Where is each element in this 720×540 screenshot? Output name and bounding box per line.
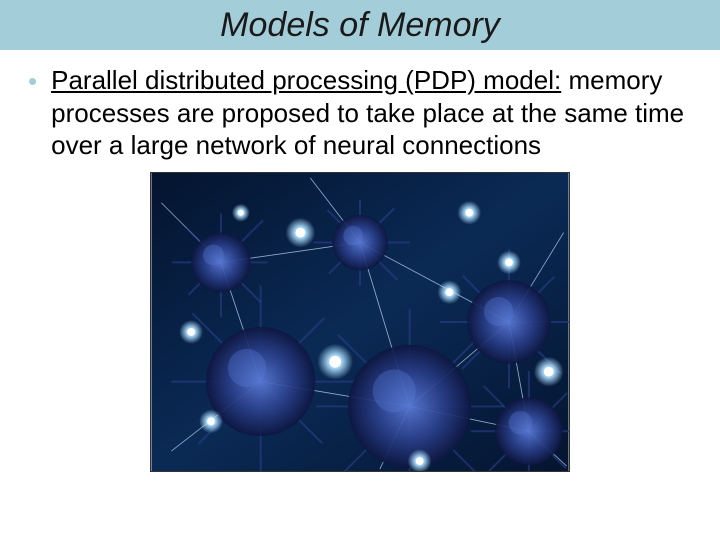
neural-network-figure bbox=[150, 172, 570, 472]
bullet-text: Parallel distributed processing (PDP) mo… bbox=[51, 64, 692, 162]
bullet-item: • Parallel distributed processing (PDP) … bbox=[28, 64, 692, 162]
bullet-marker: • bbox=[28, 66, 37, 97]
bullet-lead: Parallel distributed processing (PDP) mo… bbox=[51, 65, 561, 95]
slide-content: • Parallel distributed processing (PDP) … bbox=[0, 50, 720, 472]
title-bar: Models of Memory bbox=[0, 0, 720, 50]
figure-container bbox=[28, 172, 692, 472]
slide-title: Models of Memory bbox=[220, 6, 500, 45]
